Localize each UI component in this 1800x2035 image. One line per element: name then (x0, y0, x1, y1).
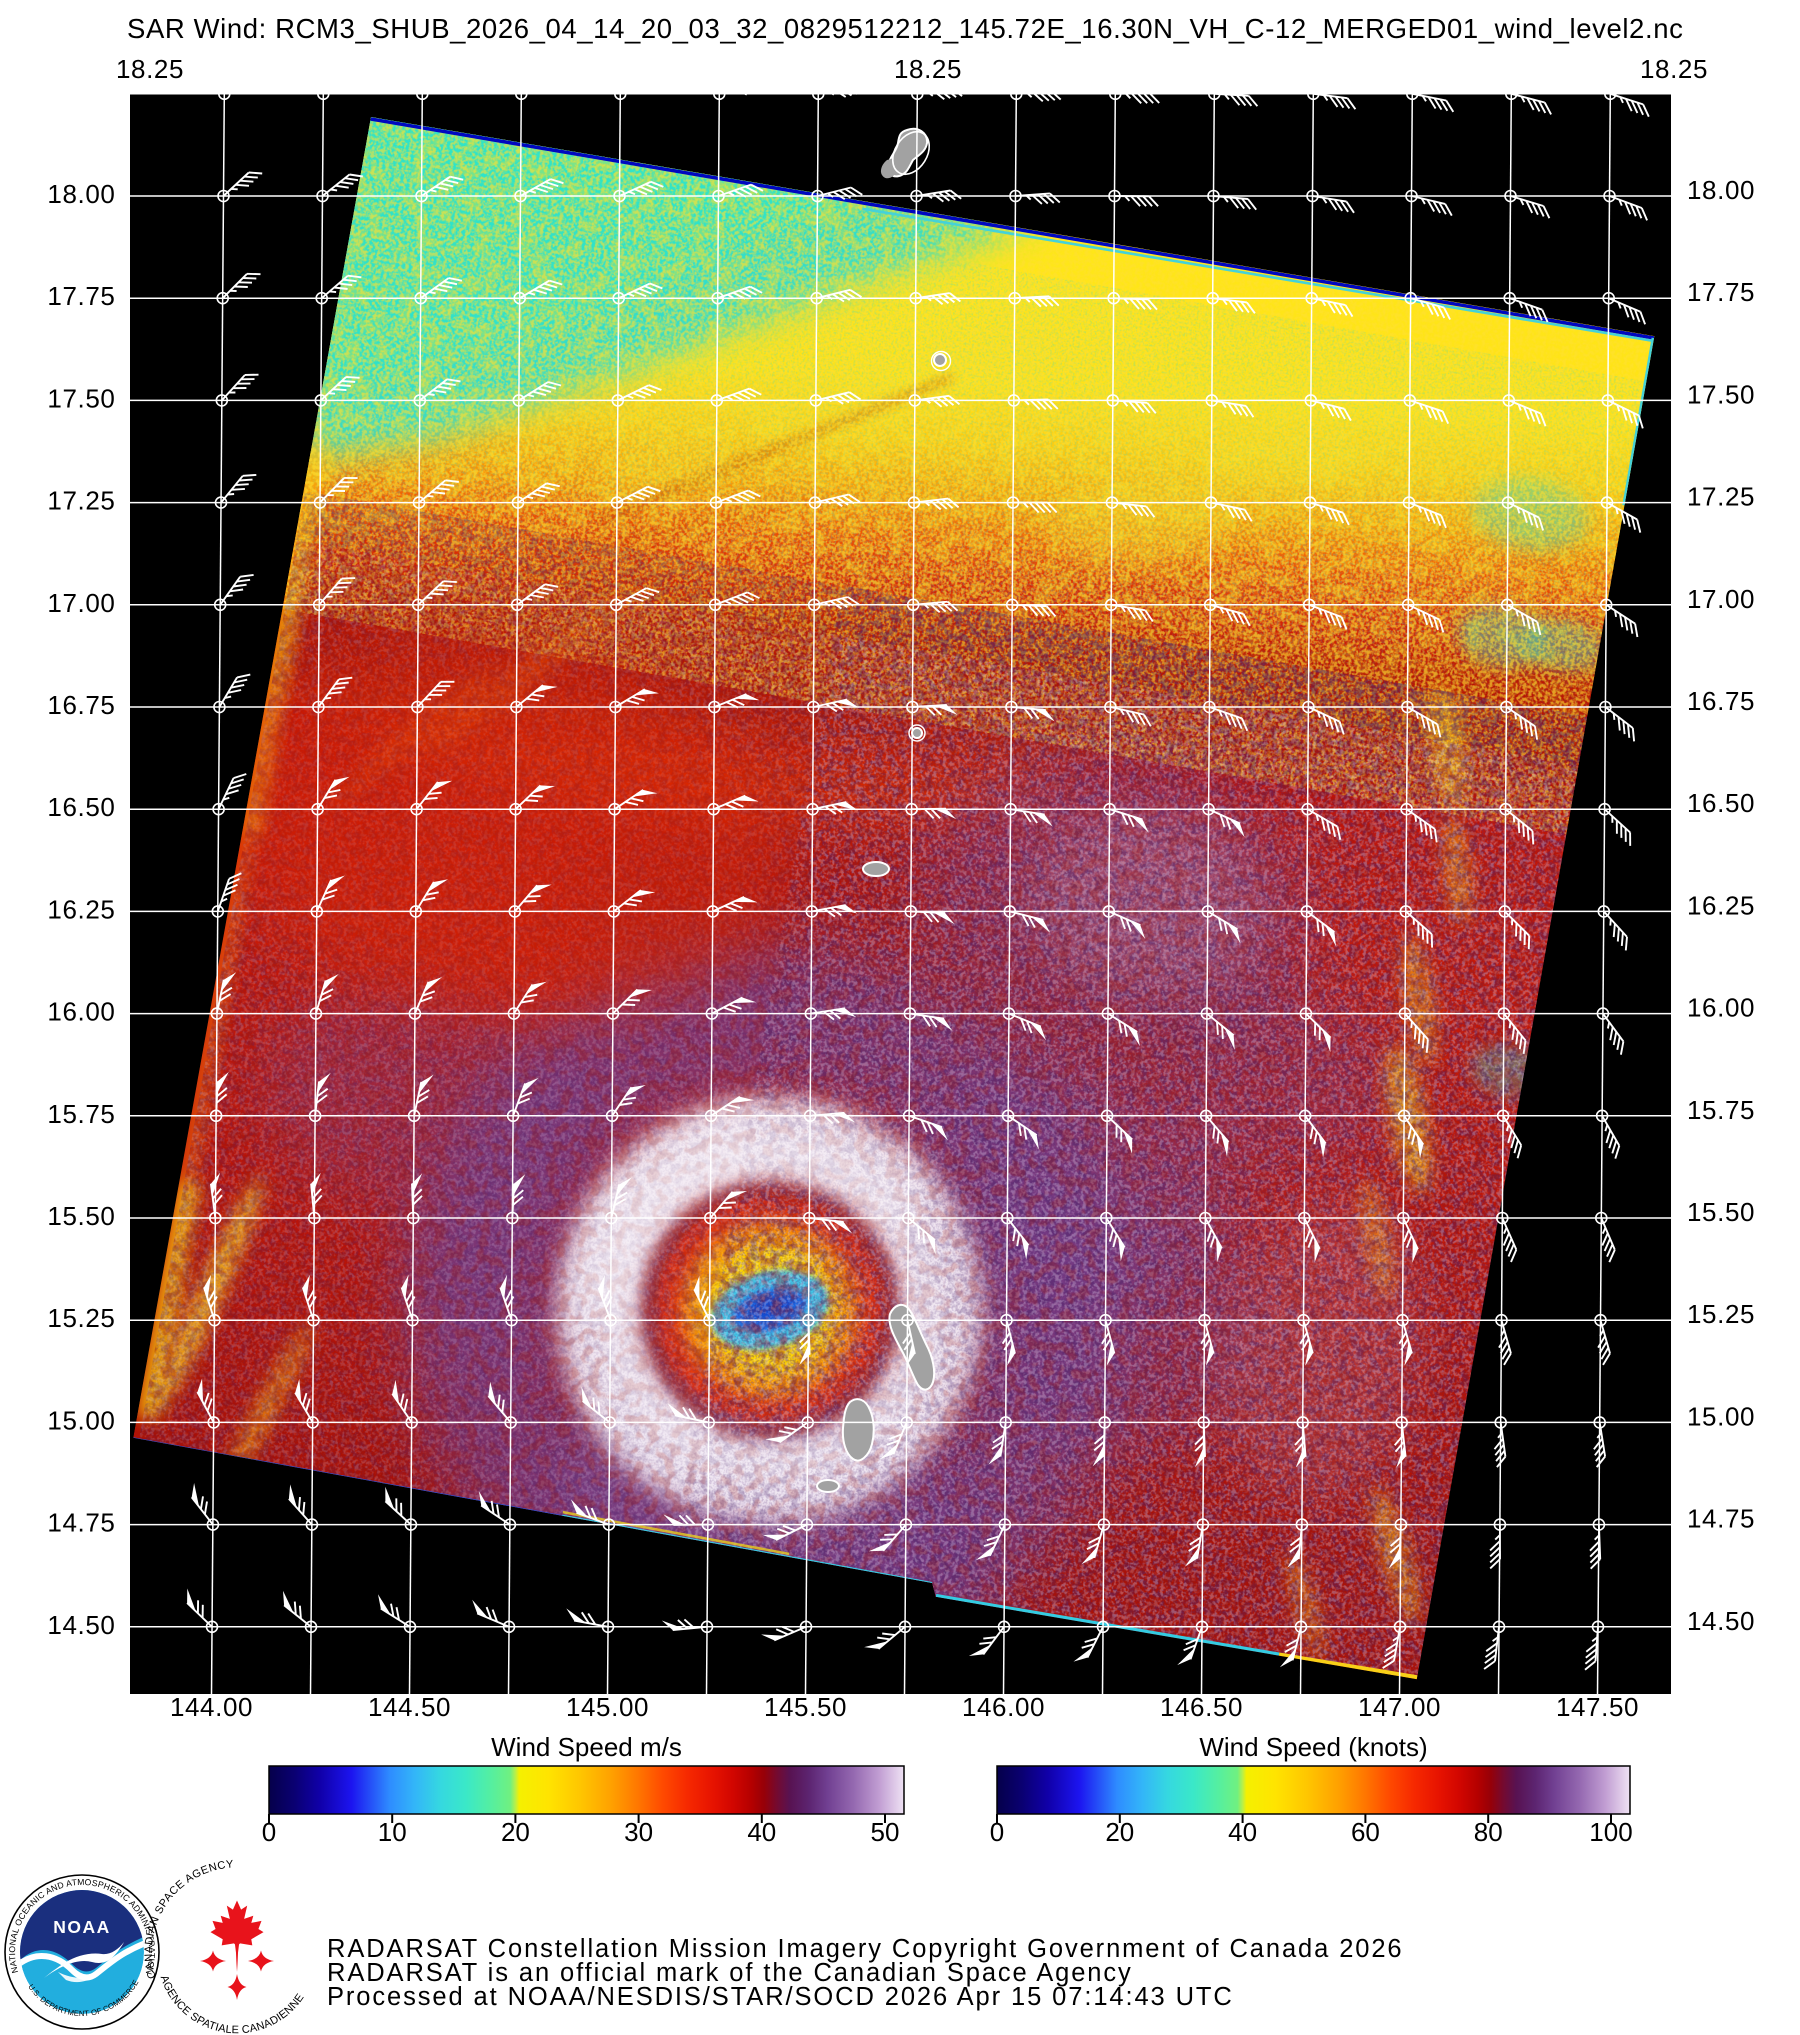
svg-text:15.25: 15.25 (1687, 1299, 1755, 1329)
svg-text:14.50: 14.50 (47, 1610, 115, 1640)
svg-text:16.25: 16.25 (47, 894, 115, 924)
svg-text:14.50: 14.50 (1687, 1606, 1755, 1636)
svg-text:17.00: 17.00 (47, 588, 115, 618)
svg-text:16.50: 16.50 (1687, 788, 1755, 818)
svg-text:0: 0 (990, 1817, 1004, 1847)
svg-text:15.00: 15.00 (1687, 1401, 1755, 1431)
svg-text:15.00: 15.00 (47, 1405, 115, 1435)
svg-text:14.75: 14.75 (1687, 1504, 1755, 1534)
svg-text:17.00: 17.00 (1687, 584, 1755, 614)
svg-text:30: 30 (624, 1817, 653, 1847)
svg-text:50: 50 (871, 1817, 900, 1847)
svg-text:RADARSAT is an official mark o: RADARSAT is an official mark of the Cana… (327, 1959, 1133, 1987)
svg-text:147.50: 147.50 (1556, 1692, 1639, 1722)
svg-text:Wind Speed (knots): Wind Speed (knots) (1199, 1732, 1427, 1762)
svg-text:15.75: 15.75 (1687, 1095, 1755, 1125)
svg-text:18.00: 18.00 (1687, 175, 1755, 205)
svg-text:SAR Wind: RCM3_SHUB_2026_04_14: SAR Wind: RCM3_SHUB_2026_04_14_20_03_32_… (127, 13, 1683, 44)
svg-text:20: 20 (501, 1817, 530, 1847)
svg-text:16.75: 16.75 (1687, 686, 1755, 716)
svg-text:17.75: 17.75 (47, 281, 115, 311)
svg-text:144.50: 144.50 (368, 1692, 451, 1722)
svg-text:144.00: 144.00 (170, 1692, 253, 1722)
svg-text:146.50: 146.50 (1160, 1692, 1243, 1722)
svg-text:15.50: 15.50 (47, 1201, 115, 1231)
svg-text:16.75: 16.75 (47, 690, 115, 720)
svg-text:14.75: 14.75 (47, 1508, 115, 1538)
svg-text:60: 60 (1351, 1817, 1380, 1847)
svg-text:16.00: 16.00 (47, 997, 115, 1027)
svg-text:15.75: 15.75 (47, 1099, 115, 1129)
svg-text:40: 40 (747, 1817, 776, 1847)
svg-text:16.25: 16.25 (1687, 890, 1755, 920)
svg-text:18.25: 18.25 (894, 54, 962, 84)
svg-text:145.00: 145.00 (566, 1692, 649, 1722)
svg-text:17.25: 17.25 (1687, 482, 1755, 512)
svg-text:15.50: 15.50 (1687, 1197, 1755, 1227)
svg-text:145.50: 145.50 (764, 1692, 847, 1722)
svg-text:17.75: 17.75 (1687, 277, 1755, 307)
svg-text:Processed at NOAA/NESDIS/STAR/: Processed at NOAA/NESDIS/STAR/SOCD 2026 … (327, 1983, 1234, 2011)
svg-text:100: 100 (1589, 1817, 1632, 1847)
svg-text:18.25: 18.25 (116, 54, 184, 84)
svg-text:17.50: 17.50 (47, 383, 115, 413)
svg-text:20: 20 (1105, 1817, 1134, 1847)
svg-text:18.00: 18.00 (47, 179, 115, 209)
svg-text:0: 0 (262, 1817, 276, 1847)
svg-text:40: 40 (1228, 1817, 1257, 1847)
svg-text:17.50: 17.50 (1687, 379, 1755, 409)
svg-text:NOAA: NOAA (53, 1917, 111, 1937)
svg-text:Wind Speed m/s: Wind Speed m/s (491, 1732, 682, 1762)
svg-text:16.00: 16.00 (1687, 993, 1755, 1023)
svg-text:18.25: 18.25 (1640, 54, 1708, 84)
svg-text:147.00: 147.00 (1358, 1692, 1441, 1722)
svg-text:17.25: 17.25 (47, 486, 115, 516)
svg-text:16.50: 16.50 (47, 792, 115, 822)
svg-text:10: 10 (378, 1817, 407, 1847)
svg-text:80: 80 (1474, 1817, 1503, 1847)
svg-text:15.25: 15.25 (47, 1303, 115, 1333)
svg-text:146.00: 146.00 (962, 1692, 1045, 1722)
svg-text:RADARSAT Constellation Mission: RADARSAT Constellation Mission Imagery C… (327, 1935, 1404, 1963)
